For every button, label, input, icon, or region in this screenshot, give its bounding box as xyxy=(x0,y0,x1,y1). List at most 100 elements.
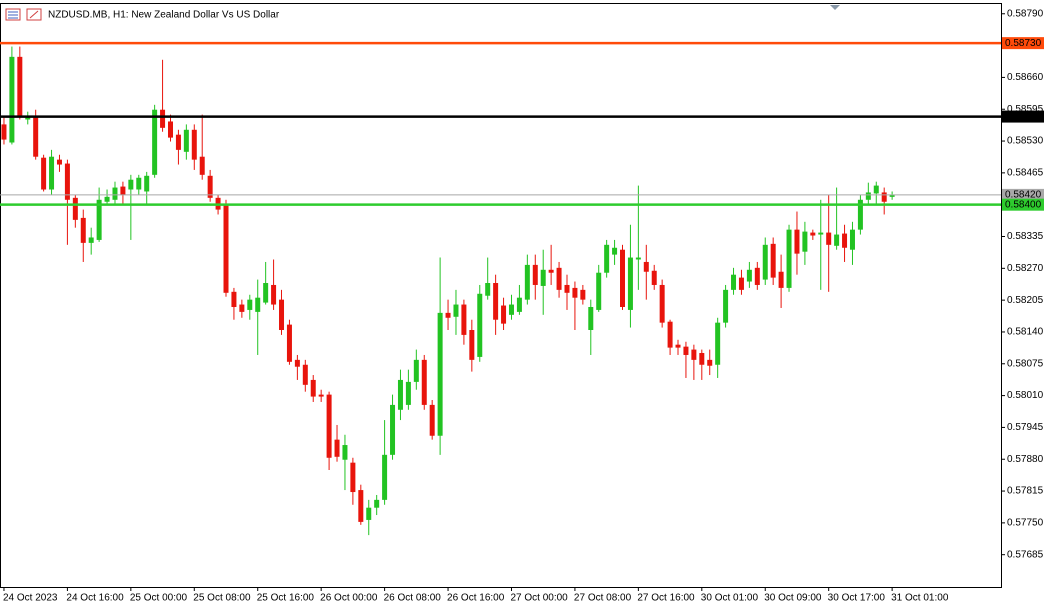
candle-body xyxy=(651,270,657,285)
candle-body xyxy=(160,109,166,128)
candle-body xyxy=(191,129,197,160)
candle-body xyxy=(532,264,538,285)
candle-body xyxy=(405,381,411,405)
candle-body xyxy=(691,349,697,360)
candle-body xyxy=(754,267,760,285)
candle-body xyxy=(881,192,887,202)
price-label-box xyxy=(1002,198,1044,211)
candle-body xyxy=(1,124,7,140)
candle-body xyxy=(659,284,665,323)
candle-body xyxy=(778,271,784,288)
y-tick-label: 0.57750 xyxy=(1007,518,1044,529)
candle-body xyxy=(715,322,721,365)
candle-body xyxy=(136,177,142,190)
candle-body xyxy=(842,233,848,248)
candle-body xyxy=(572,287,578,298)
y-tick-label: 0.58205 xyxy=(1007,295,1044,306)
candle-body xyxy=(699,353,705,365)
candle-body xyxy=(635,257,641,260)
y-tick-label: 0.57880 xyxy=(1007,454,1044,465)
candle-body xyxy=(104,196,110,202)
candle-body xyxy=(183,129,189,152)
candle-body xyxy=(302,364,308,385)
candle-body xyxy=(112,187,118,200)
candle-body xyxy=(675,344,681,348)
candle-body xyxy=(627,257,633,310)
x-tick-label: 24 Oct 16:00 xyxy=(66,593,124,604)
candle-body xyxy=(255,297,261,312)
candle-body xyxy=(707,359,713,366)
candle-body xyxy=(731,274,737,290)
candle-body xyxy=(612,247,618,255)
y-tick-label: 0.58270 xyxy=(1007,263,1044,274)
candle-body xyxy=(794,229,800,254)
candle-body xyxy=(873,185,879,194)
candle-body xyxy=(128,179,134,190)
candle-body xyxy=(144,175,150,192)
toolbar-icons xyxy=(5,8,42,21)
candle-body xyxy=(865,192,871,200)
candle-body xyxy=(318,394,324,397)
shift-marker xyxy=(830,5,840,10)
candle-body xyxy=(683,346,689,355)
candle-body xyxy=(445,312,451,318)
x-tick-label: 24 Oct 2023 xyxy=(3,593,58,604)
candle-body xyxy=(17,56,23,117)
price-label: 0.58400 xyxy=(1005,199,1042,210)
candle-body xyxy=(540,269,546,286)
candle-body xyxy=(263,283,269,303)
icon-line xyxy=(29,10,39,19)
candle-body xyxy=(818,232,824,235)
candle-body xyxy=(643,261,649,272)
candle-body xyxy=(366,507,372,520)
candle-body xyxy=(889,194,895,197)
candle-body xyxy=(588,306,594,331)
candle-body xyxy=(397,379,403,410)
candle-body xyxy=(516,297,522,312)
price-label: 0.58420 xyxy=(1005,190,1042,201)
candle-body xyxy=(49,156,55,190)
candle-body xyxy=(413,359,419,382)
candle-body xyxy=(620,249,626,307)
candle-body xyxy=(501,305,507,324)
y-tick-label: 0.58660 xyxy=(1007,72,1044,83)
candle-body xyxy=(239,304,245,312)
x-tick-label: 27 Oct 08:00 xyxy=(574,593,632,604)
y-tick-label: 0.58010 xyxy=(1007,390,1044,401)
candle-body xyxy=(762,244,768,280)
plot-frame xyxy=(0,3,1002,588)
y-tick-label: 0.57945 xyxy=(1007,422,1044,433)
candle-body xyxy=(564,284,570,293)
candle-body xyxy=(746,269,752,282)
candle-body xyxy=(429,404,435,436)
candle-body xyxy=(88,237,94,243)
candle-body xyxy=(604,244,610,273)
price-label-box xyxy=(1002,37,1044,50)
candle-body xyxy=(834,234,840,246)
x-tick-label: 27 Oct 00:00 xyxy=(510,593,568,604)
candle-body xyxy=(508,304,514,315)
x-tick-label: 30 Oct 17:00 xyxy=(828,593,886,604)
x-tick-label: 26 Oct 00:00 xyxy=(320,593,378,604)
candle-body xyxy=(548,269,554,273)
y-tick-label: 0.58140 xyxy=(1007,327,1044,338)
candle-body xyxy=(493,283,499,320)
candle-body xyxy=(596,272,602,310)
candle-body xyxy=(247,299,253,310)
candle-body xyxy=(738,277,744,290)
candle-body xyxy=(849,229,855,250)
candle-body xyxy=(667,321,673,348)
candle-body xyxy=(485,283,491,296)
x-tick-label: 25 Oct 08:00 xyxy=(193,593,251,604)
candle-body xyxy=(199,156,205,175)
candle-body xyxy=(390,404,396,455)
y-tick-label: 0.57685 xyxy=(1007,549,1044,560)
y-tick-label: 0.58465 xyxy=(1007,168,1044,179)
candle-body xyxy=(271,284,277,305)
x-tick-label: 26 Oct 16:00 xyxy=(447,593,505,604)
y-tick-label: 0.58075 xyxy=(1007,358,1044,369)
x-tick-label: 25 Oct 00:00 xyxy=(130,593,188,604)
candle-body xyxy=(350,462,356,493)
x-tick-label: 30 Oct 09:00 xyxy=(764,593,822,604)
